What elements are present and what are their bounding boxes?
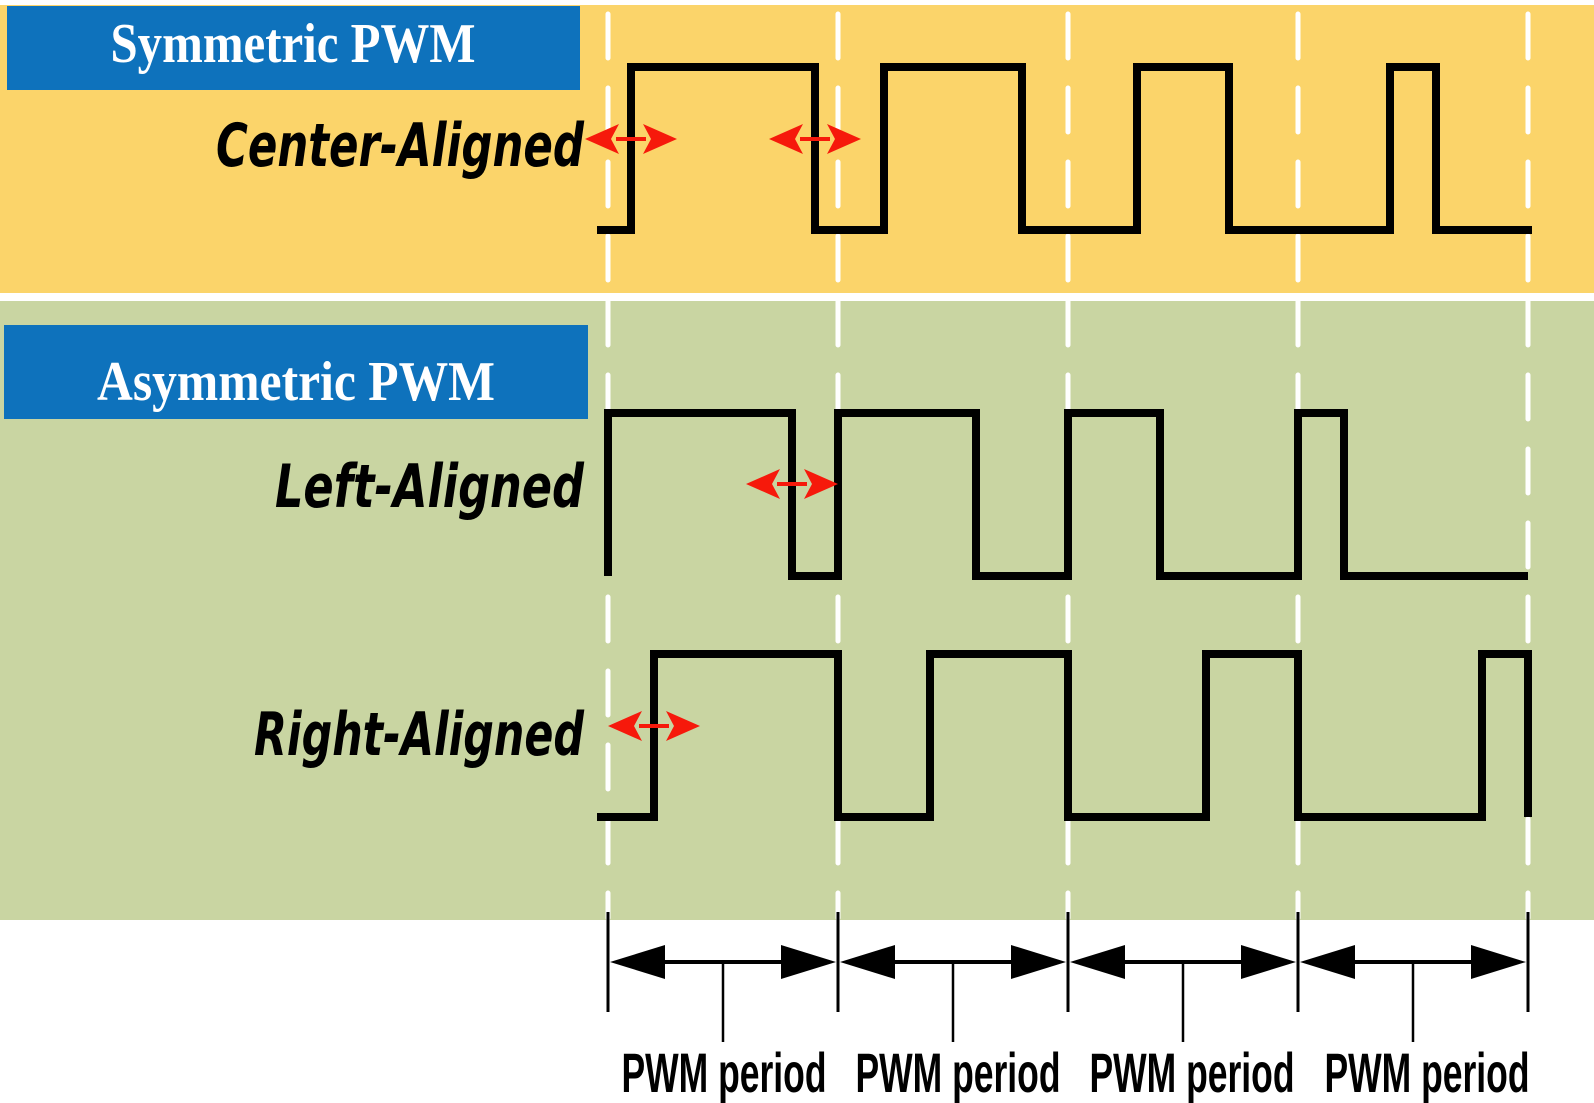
symmetric-header-box <box>7 6 580 90</box>
period-label: PWM period <box>1090 1041 1295 1103</box>
waveform-center-aligned <box>597 63 1532 234</box>
dimension-arrow-right-head <box>1011 945 1066 979</box>
period-label: PWM period <box>856 1041 1061 1103</box>
period-label: PWM period <box>622 1041 827 1103</box>
asymmetric-header-box <box>4 325 588 419</box>
dimension-arrow-left-head <box>840 945 895 979</box>
red-edge-arrow-right-head <box>643 124 677 154</box>
red-edge-arrow-right-head <box>804 469 838 499</box>
dimension-arrow-right-head <box>1471 945 1526 979</box>
generated-geometry: PWM period PWM period PWM period PWM period <box>585 11 1532 1103</box>
red-edge-arrow-left-head <box>746 469 780 499</box>
dimension-arrow-right-head <box>781 945 836 979</box>
dimension-arrow-left-head <box>1070 945 1125 979</box>
dimension-arrow-left-head <box>610 945 665 979</box>
waveform-left-aligned <box>604 409 1528 580</box>
asymmetric-header-title: Asymmetric PWM <box>97 351 495 413</box>
dimension-arrow-left-head <box>1300 945 1355 979</box>
red-edge-arrow-left-head <box>608 711 642 741</box>
red-edge-arrow-right-head <box>666 711 700 741</box>
red-edge-arrow-right-head <box>827 124 861 154</box>
red-edge-arrow-left-head <box>585 124 619 154</box>
right-aligned-label: Right-Aligned <box>254 700 585 770</box>
red-edge-arrow-left-head <box>769 124 803 154</box>
waveform-right-aligned <box>597 650 1532 821</box>
center-aligned-label: Center-Aligned <box>216 111 585 181</box>
period-label: PWM period <box>1325 1041 1530 1103</box>
symmetric-header-title: Symmetric PWM <box>111 13 476 75</box>
left-aligned-label: Left-Aligned <box>275 452 585 522</box>
dimension-arrow-right-head <box>1241 945 1296 979</box>
